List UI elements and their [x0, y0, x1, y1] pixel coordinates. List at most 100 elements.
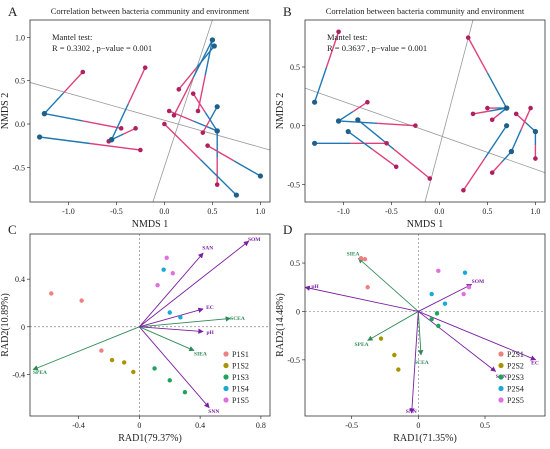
x-tick-label: 0 — [416, 421, 420, 430]
y-tick-label: 0.0 — [290, 122, 300, 131]
x-axis-label: RAD1(71.35%) — [393, 433, 457, 444]
sample-point — [358, 256, 364, 261]
procrustes-segment-bacteria — [199, 159, 237, 196]
vector-arrow — [139, 326, 195, 352]
sample-point — [167, 310, 172, 315]
vector-label: SCEA — [230, 316, 245, 322]
procrustes-segment-env — [376, 122, 416, 127]
vector-arrow — [305, 285, 419, 312]
procrustes-segment-env — [168, 110, 194, 122]
env-point — [214, 182, 220, 187]
env-point — [162, 121, 167, 127]
legend-entry: P2S4 — [507, 385, 524, 394]
plot-frame — [304, 19, 546, 203]
y-axis-label: RAD2(14.48%) — [275, 293, 286, 357]
sample-point — [131, 369, 136, 375]
vector-arrow — [139, 316, 232, 328]
mantel-annotation: Mantel test: — [327, 32, 367, 42]
procrustes-segment-bacteria — [204, 111, 218, 132]
procrustes-segment-env — [127, 67, 146, 104]
vector-label: SPEA — [33, 370, 47, 376]
mantel-annotation: R = 0.3637 , p−value = 0.001 — [327, 43, 427, 53]
sample-point — [429, 291, 434, 297]
bacteria-point — [508, 148, 514, 155]
sample-point — [461, 291, 466, 297]
mantel-annotation: Mantel test: — [52, 32, 92, 42]
y-axis-label: NMDS 2 — [0, 93, 11, 129]
y-tick-label: 0.5 — [290, 259, 300, 268]
vector-arrow — [418, 311, 497, 372]
bacteria-point — [37, 134, 43, 140]
y-tick-label: -0.5 — [287, 180, 300, 189]
sample-point — [109, 357, 115, 363]
y-tick-label: 0 — [21, 323, 25, 332]
procrustes-segment-bacteria — [43, 92, 65, 115]
bacteria-point — [211, 43, 217, 49]
x-tick-label: 0.5 — [207, 207, 217, 216]
y-axis-label: NMDS 2 — [275, 93, 286, 129]
procrustes-segment-bacteria — [347, 130, 373, 150]
env-point — [171, 113, 177, 118]
x-axis-label: RAD1(79.37%) — [118, 433, 182, 444]
procrustes-segment-bacteria — [204, 39, 214, 76]
plot-frame — [29, 233, 271, 417]
procrustes-segment-env — [472, 110, 490, 115]
legend-marker — [498, 374, 504, 380]
sample-point — [170, 271, 175, 276]
panel-d: D -0.5 0 0.5 -0.5 0 0.5 RAD1(71.35%) RAD2(14.48%… — [275, 222, 546, 444]
env-point — [413, 123, 418, 128]
bacteria-point — [109, 137, 115, 143]
sample-point — [152, 366, 157, 371]
sample-point — [164, 255, 169, 260]
env-point — [336, 29, 341, 35]
bacteria-point — [233, 192, 239, 198]
legend-entry: P1S1 — [232, 350, 249, 359]
procrustes-segment-bacteria — [44, 112, 83, 122]
bacteria-point — [209, 37, 215, 43]
y-tick-label: 0.5 — [290, 63, 300, 72]
bacteria-point — [532, 128, 539, 135]
procrustes-segment-env — [371, 148, 397, 168]
procrustes-segment-env — [89, 142, 141, 151]
bacteria-point — [312, 99, 318, 105]
y-axis-label: RAD2(10.89%) — [0, 293, 11, 357]
vector-arrow — [139, 252, 204, 328]
sample-point — [182, 390, 188, 395]
sample-point — [378, 336, 384, 341]
panel-b: B Correlation between bacteria community … — [275, 4, 546, 230]
env-point — [80, 69, 86, 75]
vector-label: pH — [311, 284, 319, 290]
env-point — [200, 130, 206, 135]
legend-marker — [223, 397, 229, 403]
env-point — [485, 105, 490, 111]
procrustes-segment-env — [520, 107, 532, 131]
procrustes-segment-bacteria — [510, 129, 522, 152]
vector-label: SAN — [202, 246, 213, 252]
vector-arrow — [417, 311, 424, 356]
sample-point — [178, 315, 183, 320]
vector-label: EC — [531, 361, 539, 367]
vector-label: SOM — [472, 279, 485, 285]
procrustes-segment-env — [352, 101, 368, 113]
x-tick-label: 0.5 — [480, 421, 490, 430]
sample-point — [79, 298, 84, 303]
legend-marker — [498, 385, 504, 392]
legend-marker — [223, 362, 229, 369]
procrustes-segment-bacteria — [313, 66, 328, 103]
procrustes-segment-bacteria — [196, 45, 215, 69]
x-tick-label: 1.0 — [255, 207, 265, 216]
plot-frame — [29, 19, 271, 203]
bacteria-point — [355, 117, 361, 123]
legend-entry: P2S5 — [507, 396, 524, 405]
sample-point — [429, 316, 434, 322]
reference-line — [424, 20, 474, 202]
y-tick-label: 0.0 — [15, 120, 25, 129]
legend-marker — [498, 397, 504, 403]
bacteria-point — [345, 128, 351, 135]
y-tick-label: 1.0 — [15, 33, 25, 42]
vector-label: SCEA — [414, 360, 429, 366]
legend-entry: P1S2 — [232, 362, 249, 371]
procrustes-segment-env — [467, 37, 489, 74]
sample-point — [167, 378, 172, 383]
